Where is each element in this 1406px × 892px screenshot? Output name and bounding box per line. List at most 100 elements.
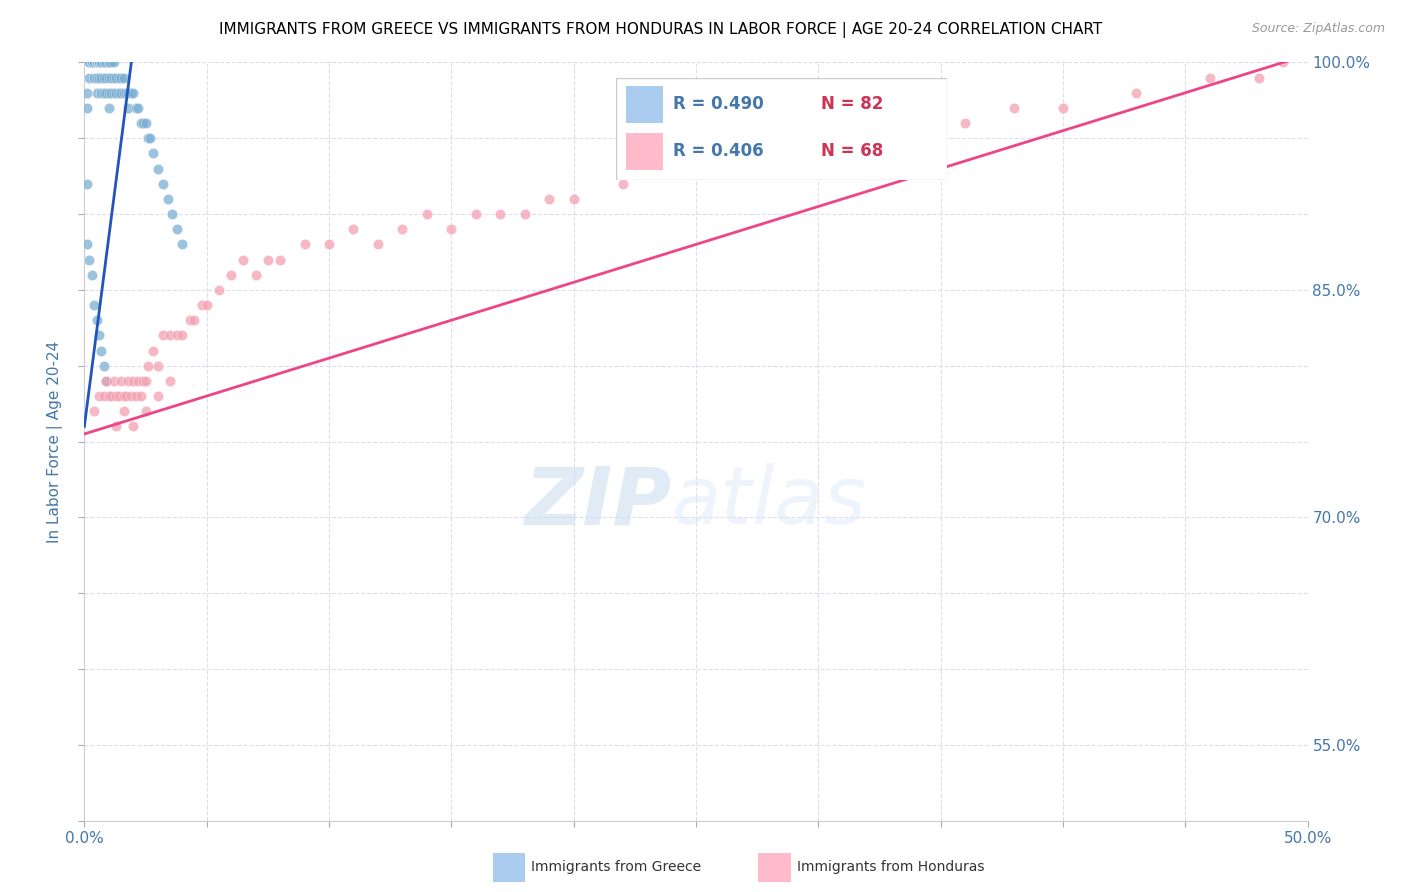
Point <box>83 404 105 418</box>
Point <box>97 101 120 115</box>
Point <box>97 55 120 70</box>
Point <box>117 101 139 115</box>
Point <box>1247 70 1270 85</box>
Point <box>125 101 148 115</box>
Point <box>93 389 115 403</box>
Point <box>391 222 413 236</box>
Point <box>367 237 389 252</box>
Point <box>1052 101 1074 115</box>
Point <box>856 131 879 145</box>
Point <box>905 116 928 130</box>
Point <box>103 86 125 100</box>
Point <box>440 222 463 236</box>
Point <box>562 192 585 206</box>
Point <box>103 374 125 388</box>
Point <box>86 70 108 85</box>
Point <box>122 419 145 434</box>
Point <box>953 116 976 130</box>
Point <box>142 343 165 358</box>
Point <box>86 313 108 327</box>
Point <box>294 237 316 252</box>
Point <box>100 55 122 70</box>
Point <box>83 55 105 70</box>
Y-axis label: In Labor Force | Age 20-24: In Labor Force | Age 20-24 <box>46 341 63 542</box>
Point <box>146 359 169 373</box>
Point <box>342 222 364 236</box>
Point <box>93 70 115 85</box>
Point <box>166 328 188 343</box>
Point <box>90 55 112 70</box>
Point <box>122 374 145 388</box>
Point <box>709 161 731 176</box>
Point <box>87 55 110 70</box>
Point <box>146 389 169 403</box>
Point <box>156 192 179 206</box>
Point <box>269 252 291 267</box>
Point <box>77 55 100 70</box>
Point <box>103 70 125 85</box>
Text: Immigrants from Greece: Immigrants from Greece <box>531 861 702 874</box>
Point <box>100 389 122 403</box>
Point <box>110 70 132 85</box>
Point <box>97 389 120 403</box>
Point <box>87 55 110 70</box>
FancyBboxPatch shape <box>758 854 790 881</box>
Point <box>105 419 128 434</box>
Point <box>80 55 103 70</box>
Point <box>110 86 132 100</box>
Point <box>115 86 138 100</box>
Point <box>76 177 98 191</box>
Point <box>115 389 138 403</box>
Point <box>100 86 122 100</box>
Point <box>152 328 174 343</box>
Point <box>93 359 115 373</box>
Point <box>661 161 683 176</box>
Point <box>159 374 181 388</box>
Point <box>120 389 142 403</box>
Point <box>90 343 112 358</box>
Point <box>117 86 139 100</box>
Point <box>318 237 340 252</box>
Point <box>183 313 205 327</box>
Point <box>112 389 135 403</box>
Point <box>105 70 128 85</box>
Point <box>172 328 194 343</box>
Point <box>83 55 105 70</box>
Point <box>538 192 561 206</box>
Point <box>80 55 103 70</box>
Point <box>97 55 120 70</box>
Text: atlas: atlas <box>672 463 866 541</box>
Point <box>464 207 486 221</box>
Point <box>135 116 157 130</box>
Point <box>96 374 118 388</box>
Point <box>87 55 110 70</box>
Point <box>179 313 201 327</box>
Point <box>195 298 218 312</box>
Point <box>86 55 108 70</box>
Point <box>96 86 118 100</box>
Point <box>86 55 108 70</box>
Point <box>416 207 439 221</box>
Point <box>86 55 108 70</box>
Point <box>257 252 280 267</box>
Point <box>219 268 242 282</box>
Point <box>129 116 152 130</box>
Point <box>86 86 108 100</box>
Point <box>758 146 780 161</box>
Point <box>1272 55 1295 70</box>
Text: ZIP: ZIP <box>524 463 672 541</box>
Point <box>96 70 118 85</box>
Point <box>146 161 169 176</box>
Point <box>97 86 120 100</box>
Point <box>117 374 139 388</box>
Point <box>105 86 128 100</box>
Point <box>96 374 118 388</box>
Point <box>152 177 174 191</box>
Point <box>97 70 120 85</box>
Point <box>142 146 165 161</box>
Point <box>112 404 135 418</box>
Point <box>80 55 103 70</box>
Point <box>112 70 135 85</box>
Point <box>139 131 162 145</box>
Point <box>107 70 129 85</box>
